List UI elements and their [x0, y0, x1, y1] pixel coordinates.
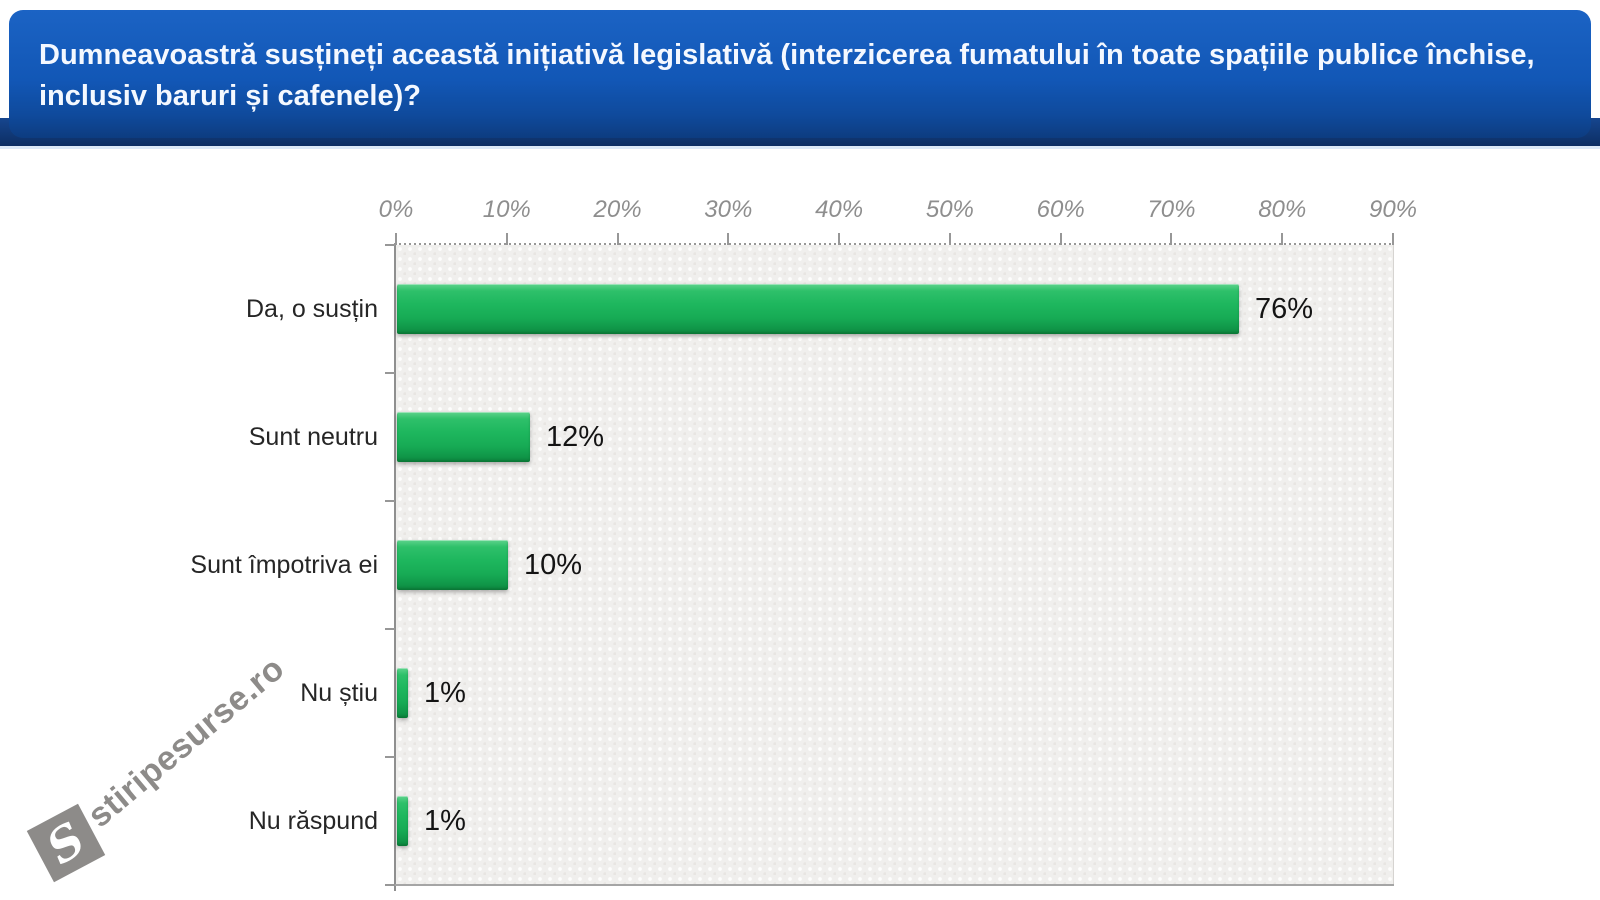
y-tick-mark: [385, 244, 395, 246]
bar: [397, 796, 408, 846]
plot-bottom-border: [394, 884, 1394, 886]
category-label: Da, o susțin: [245, 295, 378, 323]
x-tick-label: 90%: [1368, 196, 1418, 223]
y-tick-mark: [385, 372, 395, 374]
x-tick-mark: [948, 233, 951, 245]
x-tick-label: 20%: [593, 196, 642, 223]
x-tick-mark: [1170, 233, 1173, 245]
y-tick-mark: [385, 628, 395, 630]
y-axis-line: [394, 245, 396, 891]
x-tick-mark: [1392, 233, 1394, 245]
x-tick-mark: [838, 233, 841, 245]
bar: [397, 284, 1239, 334]
category-label: Sunt neutru: [248, 423, 378, 451]
x-tick-mark: [1059, 233, 1062, 245]
question-text: Dumneavoastră susțineți această inițiati…: [39, 39, 1535, 112]
value-label: 76%: [1255, 293, 1314, 325]
x-tick-mark: [1281, 233, 1284, 245]
y-tick-mark: [385, 884, 395, 886]
header-edge: [0, 146, 1600, 149]
x-tick-mark: [727, 233, 730, 245]
bar: [397, 668, 408, 718]
y-tick-mark: [385, 756, 395, 758]
x-tick-label: 80%: [1258, 196, 1307, 223]
category-label: Nu răspund: [248, 807, 378, 835]
x-tick-label: 70%: [1147, 196, 1196, 223]
x-tick-label: 0%: [378, 196, 414, 223]
question-header: Dumneavoastră susțineți această inițiati…: [9, 10, 1591, 138]
x-tick-label: 50%: [925, 196, 974, 223]
x-axis-line: [394, 243, 1394, 245]
value-label: 1%: [424, 805, 466, 837]
bar: [397, 540, 508, 590]
plot-area: [396, 245, 1394, 884]
value-label: 12%: [546, 421, 605, 453]
x-tick-label: 30%: [704, 196, 753, 223]
category-label: Sunt împotriva ei: [190, 551, 378, 579]
value-label: 10%: [524, 549, 583, 581]
x-tick-label: 10%: [482, 196, 531, 223]
y-tick-mark: [385, 500, 395, 502]
x-tick-mark: [395, 233, 397, 245]
value-label: 1%: [424, 677, 466, 709]
category-label: Nu știu: [300, 679, 378, 707]
x-tick-label: 60%: [1036, 196, 1085, 223]
x-tick-mark: [505, 233, 508, 245]
x-tick-mark: [616, 233, 619, 245]
x-tick-label: 40%: [815, 196, 864, 223]
bar: [397, 412, 530, 462]
